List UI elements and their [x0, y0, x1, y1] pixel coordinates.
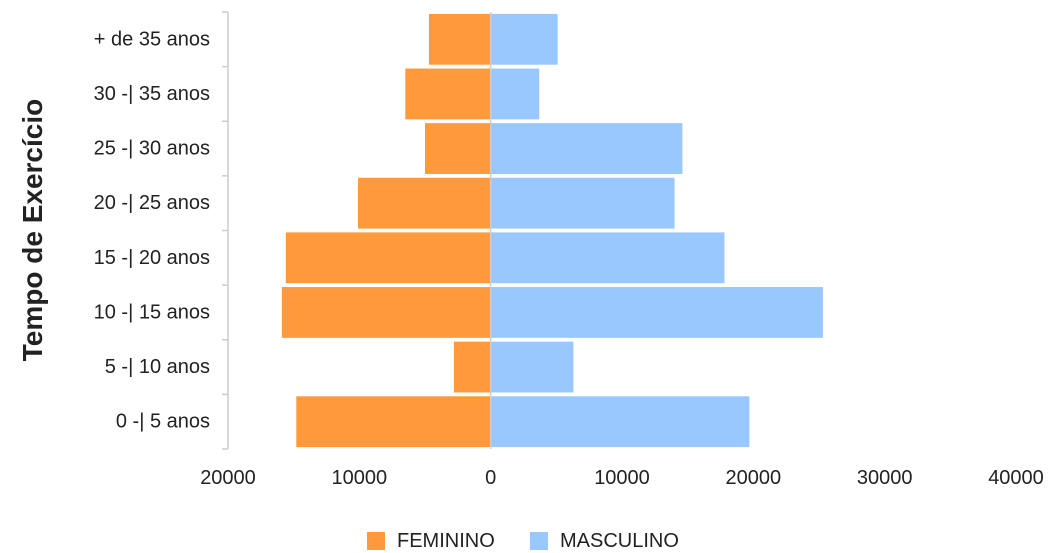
y-tick-label: 10 -| 15 anos	[94, 301, 210, 323]
x-tick-label: 20000	[726, 467, 782, 489]
x-tick-labels: 20000 10000 0 10000 20000 30000 40000	[200, 467, 1044, 489]
bar-feminino-4	[285, 232, 491, 284]
x-tick-label: 20000	[200, 467, 256, 489]
bar-feminino-7	[296, 396, 491, 448]
x-tick-label: 40000	[988, 467, 1044, 489]
bar-masculino-7	[490, 396, 750, 448]
legend-label: MASCULINO	[560, 530, 679, 552]
bar-feminino-6	[453, 341, 491, 393]
y-tick-label: + de 35 anos	[94, 28, 210, 50]
y-axis-title: Tempo de Exercício	[17, 99, 48, 361]
bar-feminino-5	[281, 287, 491, 338]
bar-masculino-0	[490, 13, 558, 65]
bars-layer	[222, 11, 823, 450]
y-tick-label: 25 -| 30 anos	[94, 138, 210, 160]
bar-masculino-6	[490, 341, 574, 393]
x-tick-label: 10000	[594, 467, 650, 489]
x-tick-label: 30000	[857, 467, 913, 489]
axis-layer	[227, 12, 492, 449]
legend-swatch	[530, 532, 548, 550]
bar-feminino-0	[428, 13, 491, 65]
bar-masculino-2	[490, 123, 683, 174]
y-tick-labels: + de 35 anos 30 -| 35 anos 25 -| 30 anos 20…	[94, 28, 210, 432]
legend-swatch	[367, 532, 385, 550]
y-tick-label: 30 -| 35 anos	[94, 83, 210, 105]
legend-item-feminino: FEMININO	[367, 530, 495, 552]
legend: FEMININO MASCULINO	[367, 530, 679, 552]
x-tick-label: 0	[485, 467, 496, 489]
bar-feminino-2	[425, 123, 491, 174]
x-tick-label: 10000	[332, 467, 388, 489]
bar-feminino-3	[358, 177, 491, 229]
y-tick-label: 0 -| 5 anos	[116, 411, 210, 433]
legend-label: FEMININO	[397, 530, 495, 552]
bar-masculino-1	[490, 68, 540, 120]
bar-masculino-3	[490, 177, 675, 229]
y-tick-label: 5 -| 10 anos	[105, 356, 210, 378]
bar-feminino-1	[405, 68, 491, 120]
bar-masculino-4	[490, 232, 725, 284]
bar-masculino-5	[490, 287, 823, 338]
legend-item-masculino: MASCULINO	[530, 530, 679, 552]
y-tick-label: 20 -| 25 anos	[94, 192, 210, 214]
y-tick-label: 15 -| 20 anos	[94, 247, 210, 269]
